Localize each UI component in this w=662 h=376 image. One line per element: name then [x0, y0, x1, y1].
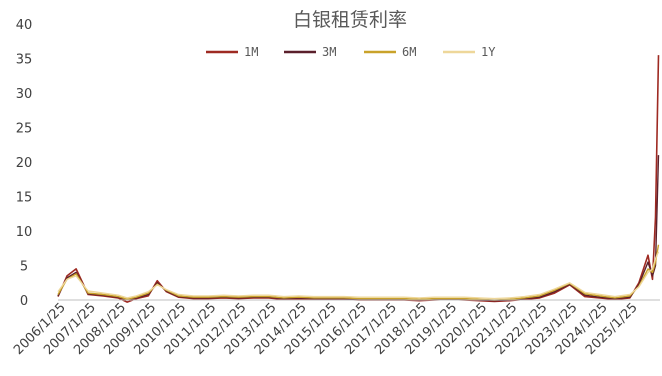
legend-item-6m: 6M	[364, 45, 416, 59]
y-tick-label: 35	[16, 53, 33, 68]
legend-label: 1Y	[481, 45, 496, 59]
y-tick-label: 10	[16, 225, 33, 240]
legend-item-1y: 1Y	[443, 45, 496, 59]
series-line-1y	[57, 251, 660, 300]
chart-title: 白银租赁利率	[293, 9, 407, 31]
y-tick-label: 0	[20, 294, 28, 309]
y-axis-ticks: 0 5 10 15 20 25 30 35 40	[16, 18, 33, 309]
y-tick-label: 15	[16, 191, 33, 206]
legend-label: 1M	[244, 45, 258, 59]
y-tick-label: 5	[20, 260, 28, 275]
legend-item-3m: 3M	[284, 45, 336, 59]
chart-legend: 1M 3M 6M 1Y	[206, 45, 496, 59]
y-tick-label: 40	[16, 18, 33, 33]
y-tick-label: 25	[16, 122, 33, 137]
legend-label: 6M	[402, 45, 416, 59]
y-tick-label: 20	[16, 156, 33, 171]
series-line-3m	[57, 155, 660, 302]
series-line-1m	[57, 55, 660, 303]
x-axis-ticks: 2006/1/252007/1/252008/1/252009/1/252010…	[11, 300, 641, 358]
y-tick-label: 30	[16, 87, 33, 102]
series-line-6m	[57, 244, 660, 301]
legend-label: 3M	[322, 45, 336, 59]
series-lines	[57, 55, 660, 303]
legend-item-1m: 1M	[206, 45, 258, 59]
